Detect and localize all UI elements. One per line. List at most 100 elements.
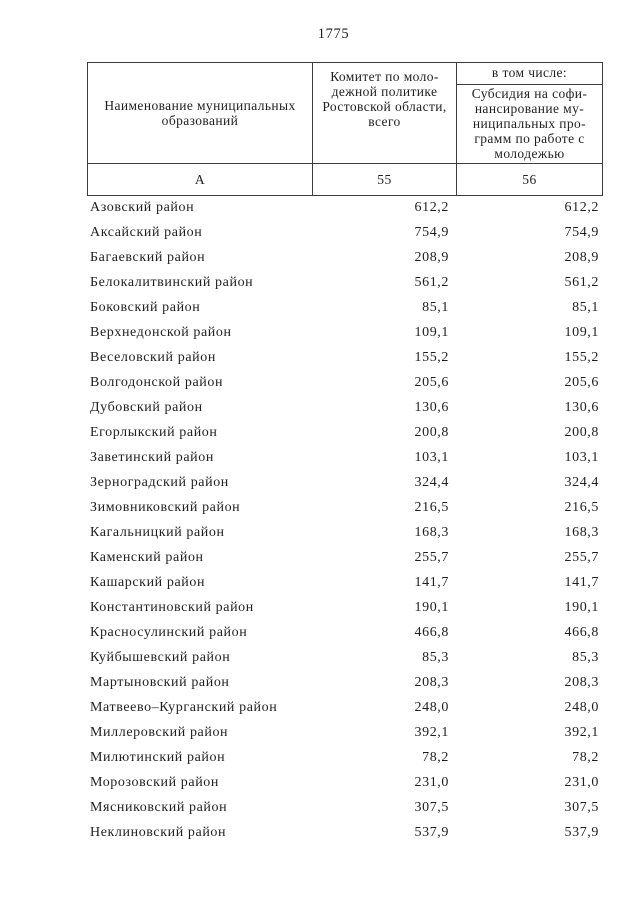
- table-row: Зимовниковский район 216,5 216,5: [87, 495, 603, 520]
- row-subsidy-value: 561,2: [564, 275, 599, 290]
- row-committee-total-value: 537,9: [414, 825, 449, 840]
- table-row: Куйбышевский район 85,3 85,3: [87, 645, 603, 670]
- row-committee-total-value: 208,9: [414, 250, 449, 265]
- row-subsidy-value: 109,1: [564, 325, 599, 340]
- table-row: Волгодонской район 205,6 205,6: [87, 370, 603, 395]
- table-row: Азовский район 612,2 612,2: [87, 195, 603, 220]
- header-line: грамм по работе с: [474, 131, 585, 146]
- table-border-top: [87, 62, 603, 63]
- row-subsidy-value: 155,2: [564, 350, 599, 365]
- row-municipality-name: Кашарский район: [90, 575, 206, 590]
- table-row: Кашарский район 141,7 141,7: [87, 570, 603, 595]
- row-subsidy-value: 141,7: [564, 575, 599, 590]
- row-committee-total-value: 155,2: [414, 350, 449, 365]
- row-subsidy-value: 78,2: [572, 750, 599, 765]
- header-line: ниципальных про-: [472, 116, 587, 131]
- row-subsidy-value: 130,6: [564, 400, 599, 415]
- header-line: Ростовской области,: [322, 99, 447, 114]
- row-committee-total-value: 168,3: [414, 525, 449, 540]
- header-line: Комитет по моло-: [330, 69, 439, 84]
- table-row: Верхнедонской район 109,1 109,1: [87, 320, 603, 345]
- row-subsidy-value: 307,5: [564, 800, 599, 815]
- row-subsidy-value: 612,2: [564, 200, 599, 215]
- row-committee-total-value: 255,7: [414, 550, 449, 565]
- row-committee-total-value: 205,6: [414, 375, 449, 390]
- row-subsidy-value: 85,1: [572, 300, 599, 315]
- column-key-55: 55: [377, 172, 392, 187]
- row-subsidy-value: 466,8: [564, 625, 599, 640]
- row-municipality-name: Неклиновский район: [90, 825, 227, 840]
- row-municipality-name: Заветинский район: [90, 450, 214, 465]
- table-row: Каменский район 255,7 255,7: [87, 545, 603, 570]
- row-committee-total-value: 190,1: [414, 600, 449, 615]
- table-row: Зерноградский район 324,4 324,4: [87, 470, 603, 495]
- row-municipality-name: Красносулинский район: [90, 625, 248, 640]
- row-committee-total-value: 561,2: [414, 275, 449, 290]
- row-municipality-name: Зимовниковский район: [90, 500, 241, 515]
- table-row: Белокалитвинский район 561,2 561,2: [87, 270, 603, 295]
- row-subsidy-value: 216,5: [564, 500, 599, 515]
- row-municipality-name: Морозовский район: [90, 775, 219, 790]
- row-subsidy-value: 208,9: [564, 250, 599, 265]
- table-row: Боковский район 85,1 85,1: [87, 295, 603, 320]
- row-municipality-name: Белокалитвинский район: [90, 275, 254, 290]
- table-row: Миллеровский район 392,1 392,1: [87, 720, 603, 745]
- row-committee-total-value: 754,9: [414, 225, 449, 240]
- row-committee-total-value: 612,2: [414, 200, 449, 215]
- row-committee-total-value: 85,3: [422, 650, 449, 665]
- row-municipality-name: Милютинский район: [90, 750, 226, 765]
- row-subsidy-value: 537,9: [564, 825, 599, 840]
- row-committee-total-value: 141,7: [414, 575, 449, 590]
- row-municipality-name: Миллеровский район: [90, 725, 229, 740]
- row-committee-total-value: 216,5: [414, 500, 449, 515]
- row-municipality-name: Веселовский район: [90, 350, 216, 365]
- row-subsidy-value: 392,1: [564, 725, 599, 740]
- row-municipality-name: Куйбышевский район: [90, 650, 231, 665]
- row-committee-total-value: 307,5: [414, 800, 449, 815]
- row-committee-total-value: 466,8: [414, 625, 449, 640]
- row-municipality-name: Аксайский район: [90, 225, 203, 240]
- row-subsidy-value: 248,0: [564, 700, 599, 715]
- table-row: Аксайский район 754,9 754,9: [87, 220, 603, 245]
- header-line: Наименование муниципальных: [104, 98, 296, 113]
- row-subsidy-value: 255,7: [564, 550, 599, 565]
- row-municipality-name: Константиновский район: [90, 600, 254, 615]
- table-row: Егорлыкский район 200,8 200,8: [87, 420, 603, 445]
- header-line: образований: [161, 113, 239, 128]
- table-divider-col1: [312, 62, 313, 196]
- row-subsidy-value: 754,9: [564, 225, 599, 240]
- row-subsidy-value: 168,3: [564, 525, 599, 540]
- table-border-header-bottom: [87, 163, 603, 164]
- header-line: всего: [368, 114, 401, 129]
- table-border-keyrow-bottom: [87, 195, 603, 196]
- row-committee-total-value: 130,6: [414, 400, 449, 415]
- row-municipality-name: Дубовский район: [90, 400, 203, 415]
- table-row: Константиновский район 190,1 190,1: [87, 595, 603, 620]
- header-line: молодежью: [494, 146, 565, 161]
- row-municipality-name: Матвеево–Курганский район: [90, 700, 278, 715]
- table-row: Заветинский район 103,1 103,1: [87, 445, 603, 470]
- row-committee-total-value: 231,0: [414, 775, 449, 790]
- table-divider-col2: [456, 62, 457, 196]
- table-row: Неклиновский район 537,9 537,9: [87, 820, 603, 845]
- row-committee-total-value: 208,3: [414, 675, 449, 690]
- header-cell-including-label: в том числе:: [491, 65, 568, 80]
- row-committee-total-value: 109,1: [414, 325, 449, 340]
- row-municipality-name: Мартыновский район: [90, 675, 230, 690]
- row-municipality-name: Верхнедонской район: [90, 325, 232, 340]
- table-row: Кагальницкий район 168,3 168,3: [87, 520, 603, 545]
- row-subsidy-value: 85,3: [572, 650, 599, 665]
- table-row: Красносулинский район 466,8 466,8: [87, 620, 603, 645]
- header-line: Субсидия на софи-: [471, 86, 588, 101]
- row-subsidy-value: 190,1: [564, 600, 599, 615]
- column-key-a: А: [194, 172, 206, 187]
- row-committee-total-value: 78,2: [422, 750, 449, 765]
- row-subsidy-value: 205,6: [564, 375, 599, 390]
- row-committee-total-value: 392,1: [414, 725, 449, 740]
- row-municipality-name: Багаевский район: [90, 250, 206, 265]
- table-row: Милютинский район 78,2 78,2: [87, 745, 603, 770]
- row-municipality-name: Боковский район: [90, 300, 201, 315]
- row-subsidy-value: 103,1: [564, 450, 599, 465]
- row-municipality-name: Волгодонской район: [90, 375, 224, 390]
- table-row: Багаевский район 208,9 208,9: [87, 245, 603, 270]
